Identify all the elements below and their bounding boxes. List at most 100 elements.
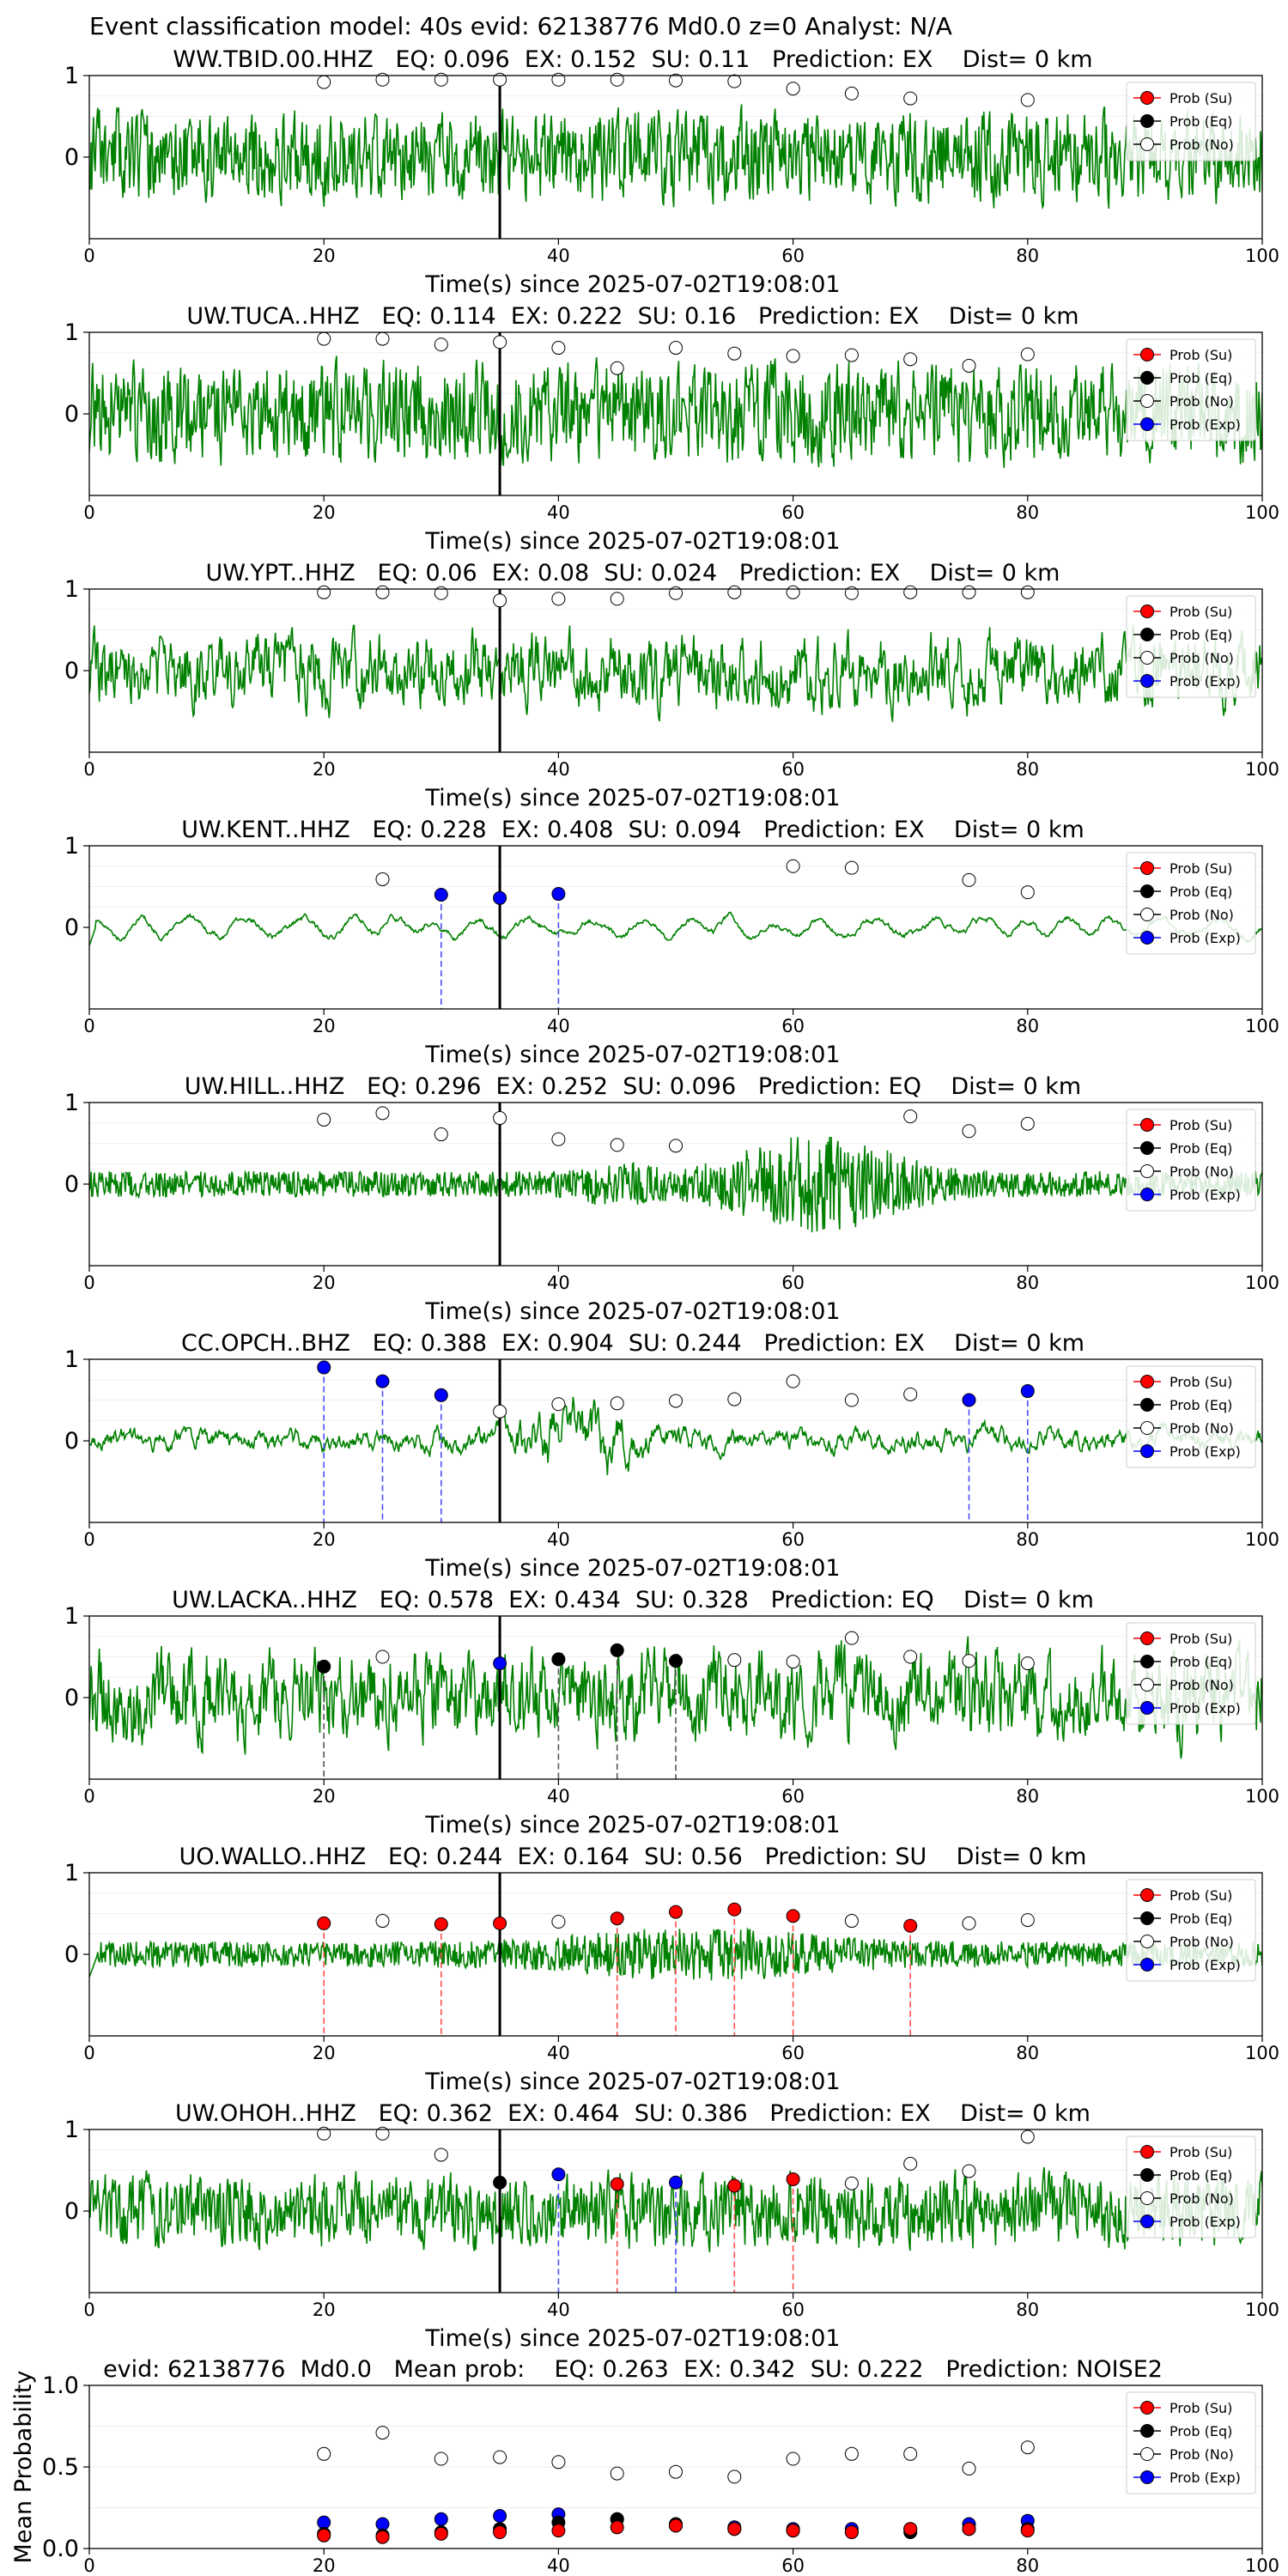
x-tick-label: 100	[1245, 502, 1279, 523]
y-tick-label: 1	[64, 833, 79, 860]
prob-marker-no	[903, 1649, 918, 1664]
prob-marker-no	[786, 1655, 800, 1669]
legend-label: Prob (Eq)	[1170, 1140, 1232, 1157]
x-tick-label: 60	[781, 759, 805, 780]
legend-box	[1126, 338, 1256, 441]
mean-prob-marker-no	[493, 2450, 507, 2464]
legend-marker-exp	[1140, 1701, 1154, 1715]
legend-label: Prob (Exp)	[1170, 1443, 1241, 1460]
prob-marker-exp	[551, 2167, 566, 2182]
prob-marker-no	[493, 72, 507, 87]
prob-marker-eq	[669, 1654, 683, 1668]
prob-marker-exp	[962, 1393, 976, 1407]
x-tick-label: 80	[1016, 502, 1039, 523]
prob-marker-no	[1020, 1913, 1035, 1928]
prob-marker-su	[317, 1916, 331, 1930]
x-tick-label: 80	[1016, 1016, 1039, 1036]
legend-label: Prob (Eq)	[1170, 1654, 1232, 1670]
legend-marker-eq	[1140, 884, 1154, 898]
x-tick-label: 60	[781, 1786, 805, 1807]
y-tick-label: 1	[64, 63, 79, 89]
prob-marker-no	[317, 75, 331, 89]
x-tick-label: 100	[1245, 1786, 1279, 1807]
panel-8: 0 20 40 60 80 100 1 0 UO.WALLO..HHZ EQ: 0.244 EX…	[64, 1844, 1279, 2095]
prob-marker-no	[375, 1106, 390, 1121]
legend-marker-no	[1140, 1678, 1154, 1692]
legend-marker-exp	[1140, 1958, 1154, 1971]
mean-prob-marker-no	[551, 2455, 566, 2470]
mean-prob-marker-su	[786, 2524, 800, 2538]
legend-marker-exp	[1140, 2215, 1154, 2228]
prob-marker-no	[610, 72, 624, 87]
prob-marker-no	[551, 592, 566, 606]
y-tick-label: 0	[64, 401, 79, 428]
legend-marker-eq	[1140, 1911, 1154, 1925]
waveform-trace	[89, 104, 1262, 210]
prob-marker-eq	[493, 2175, 507, 2190]
x-tick-label: 40	[547, 1786, 570, 1807]
prob-marker-no	[493, 1111, 507, 1126]
prob-marker-no	[962, 585, 976, 599]
x-axis-label: Time(s) since 2025-07-02T19:08:01	[424, 528, 840, 555]
legend-marker-no	[1140, 908, 1154, 921]
prob-marker-no	[1020, 93, 1035, 107]
prob-marker-no	[786, 82, 800, 96]
x-tick-label: 100	[1245, 2555, 1279, 2576]
prob-marker-no	[844, 86, 859, 100]
prob-marker-no	[551, 1132, 566, 1146]
prob-marker-no	[434, 72, 448, 87]
prob-marker-no	[903, 1387, 918, 1401]
legend-label: Prob (Eq)	[1170, 884, 1232, 900]
mean-prob-marker-su	[493, 2525, 507, 2539]
prob-marker-no	[317, 1112, 331, 1127]
prob-marker-no	[962, 1654, 976, 1668]
y-tick-label: 0	[64, 2198, 79, 2225]
legend-label: Prob (Eq)	[1170, 2167, 1232, 2184]
legend-label: Prob (No)	[1170, 907, 1234, 923]
mean-prob-marker-su	[727, 2522, 742, 2537]
prob-marker-exp	[375, 1374, 390, 1388]
y-tick-label: 0.5	[42, 2454, 79, 2481]
prob-marker-no	[962, 358, 976, 373]
x-tick-label: 60	[781, 2555, 805, 2576]
legend-marker-eq	[1140, 2168, 1154, 2182]
legend-label: Prob (Su)	[1170, 1631, 1232, 1647]
panel-3: 0 20 40 60 80 100 1 0 UW.YPT..HHZ EQ: 0.06 EX: 0…	[64, 560, 1279, 811]
prob-marker-no	[610, 1138, 624, 1152]
legend-label: Prob (No)	[1170, 1677, 1234, 1693]
x-tick-label: 80	[1016, 246, 1039, 266]
x-tick-label: 0	[83, 1786, 94, 1807]
prob-marker-no	[786, 585, 800, 599]
y-tick-label: 0	[64, 658, 79, 684]
x-tick-label: 60	[781, 1529, 805, 1550]
prob-marker-no	[375, 72, 390, 87]
legend-label: Prob (Su)	[1170, 347, 1232, 363]
x-tick-label: 20	[313, 2300, 336, 2320]
mean-prob-marker-su	[962, 2522, 976, 2537]
x-tick-label: 100	[1245, 1273, 1279, 1293]
prob-marker-no	[727, 346, 742, 361]
waveform-trace	[89, 355, 1262, 468]
legend-marker-exp	[1140, 417, 1154, 431]
legend-label: Prob (Eq)	[1170, 627, 1232, 643]
prob-marker-exp	[493, 890, 507, 905]
y-tick-label: 1	[64, 1603, 79, 1630]
legend-marker-eq	[1140, 1655, 1154, 1668]
prob-marker-no	[786, 1374, 800, 1388]
legend-box	[1126, 1109, 1256, 1212]
x-tick-label: 100	[1245, 1016, 1279, 1036]
legend-label: Prob (Exp)	[1170, 2470, 1241, 2486]
prob-marker-no	[727, 74, 742, 88]
prob-marker-no	[669, 586, 683, 600]
x-tick-label: 100	[1245, 759, 1279, 780]
prob-marker-no	[727, 1392, 742, 1406]
prob-marker-eq	[610, 1643, 624, 1657]
mean-prob-marker-no	[375, 2426, 390, 2440]
legend-label: Prob (No)	[1170, 393, 1234, 410]
prob-marker-no	[1020, 1116, 1035, 1131]
legend-label: Prob (Su)	[1170, 1374, 1232, 1390]
x-tick-label: 80	[1016, 1273, 1039, 1293]
y-tick-label: 0	[64, 1171, 79, 1198]
